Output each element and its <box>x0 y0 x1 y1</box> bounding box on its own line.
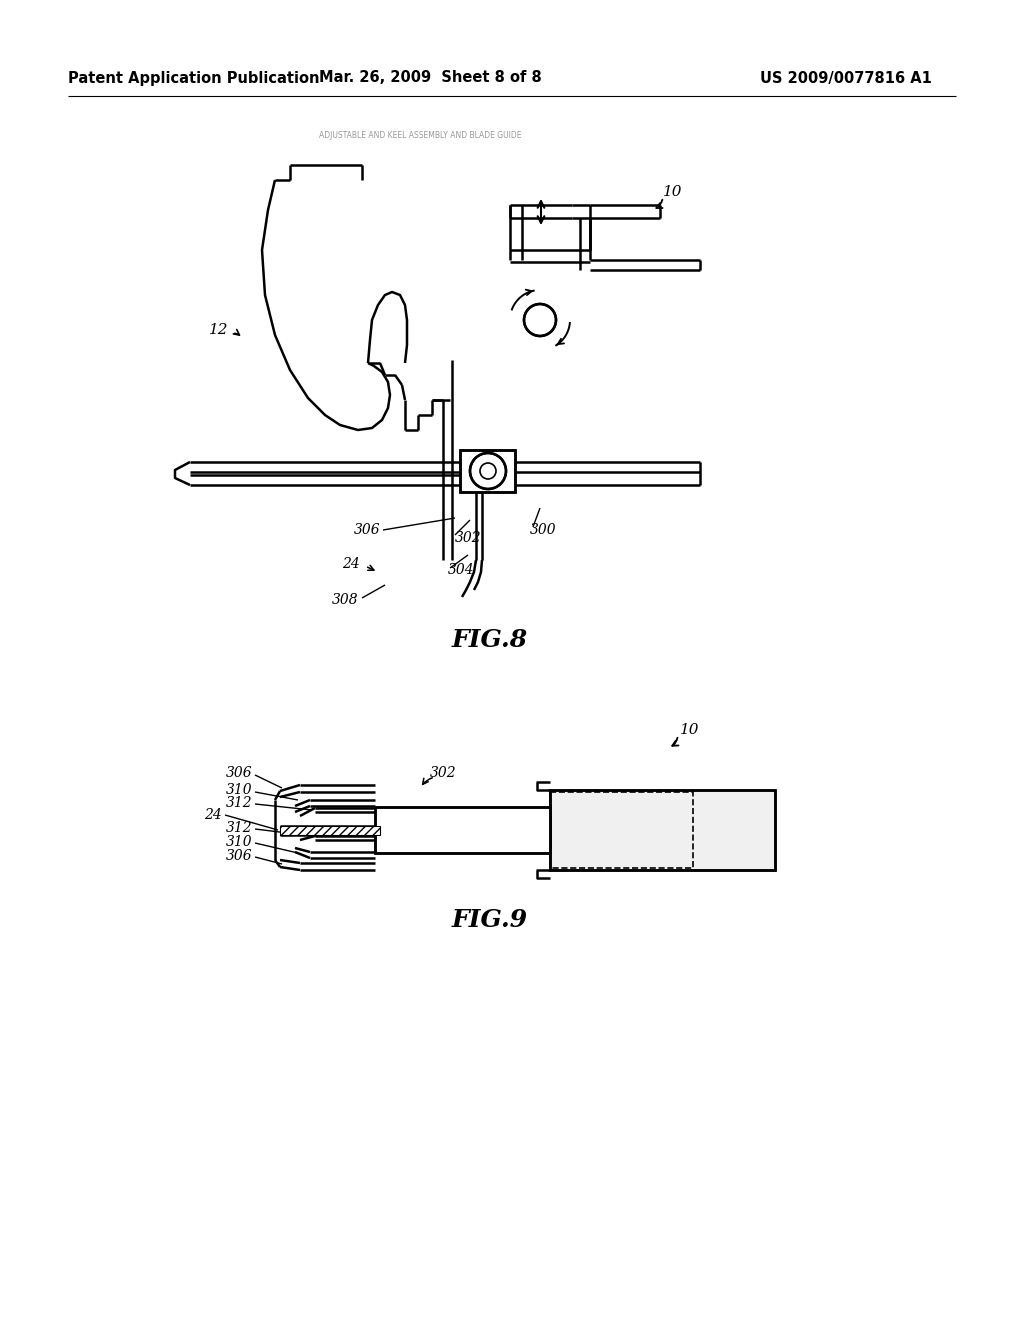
Bar <box>460 450 515 492</box>
Text: 300: 300 <box>530 523 557 537</box>
Text: 312: 312 <box>225 796 252 810</box>
Bar <box>375 807 550 853</box>
Text: 302: 302 <box>430 766 457 780</box>
Bar <box>280 826 380 836</box>
Text: FIG.9: FIG.9 <box>452 908 528 932</box>
Circle shape <box>470 453 506 488</box>
Text: 24: 24 <box>342 557 360 572</box>
Text: 306: 306 <box>353 523 380 537</box>
Text: 308: 308 <box>332 593 358 607</box>
Bar <box>550 792 693 869</box>
Bar <box>460 450 515 492</box>
Text: US 2009/0077816 A1: US 2009/0077816 A1 <box>760 70 932 86</box>
Text: 310: 310 <box>225 783 252 797</box>
Text: FIG.8: FIG.8 <box>452 628 528 652</box>
Text: 10: 10 <box>663 185 683 199</box>
Text: Patent Application Publication: Patent Application Publication <box>68 70 319 86</box>
Text: 312: 312 <box>225 821 252 836</box>
Circle shape <box>524 304 556 337</box>
Text: 10: 10 <box>680 723 699 737</box>
Bar <box>375 807 550 853</box>
Text: 306: 306 <box>225 766 252 780</box>
Text: 304: 304 <box>449 564 475 577</box>
Polygon shape <box>537 781 550 789</box>
Text: ADJUSTABLE AND KEEL ASSEMBLY AND BLADE GUIDE: ADJUSTABLE AND KEEL ASSEMBLY AND BLADE G… <box>318 131 521 140</box>
Text: 302: 302 <box>455 531 481 545</box>
Bar <box>550 789 775 870</box>
Text: 306: 306 <box>225 849 252 863</box>
Bar <box>550 789 775 870</box>
Text: 310: 310 <box>225 836 252 849</box>
Text: Mar. 26, 2009  Sheet 8 of 8: Mar. 26, 2009 Sheet 8 of 8 <box>318 70 542 86</box>
Text: 12: 12 <box>209 323 228 337</box>
Polygon shape <box>537 870 550 878</box>
Text: 24: 24 <box>204 808 222 822</box>
